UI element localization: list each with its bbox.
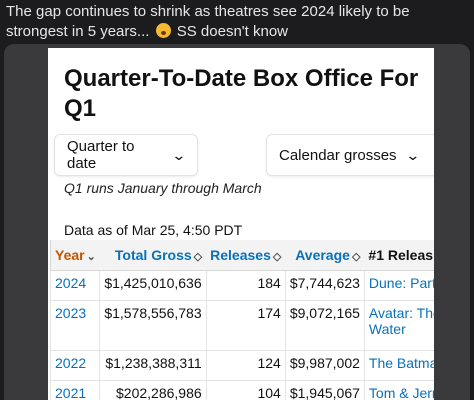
page-title: Quarter-To-Date Box Office For Q1: [64, 65, 419, 122]
average-gross: $9,072,165: [284, 300, 365, 351]
sort-icon: ◇: [272, 250, 282, 263]
top-release-link[interactable]: Tom & Jerr: [363, 380, 434, 400]
post-caption: The gap continues to shrink as theatres …: [6, 2, 468, 42]
year-link[interactable]: 2023: [49, 300, 100, 351]
table-row: 2021 $202,286,986 104 $1,945,067 Tom & J…: [49, 380, 434, 400]
sort-desc-icon: ⌄: [86, 250, 96, 263]
post-text-main: The gap continues to shrink as theatres …: [6, 3, 410, 40]
releases-count: 174: [205, 300, 286, 351]
shushing-face-icon: [155, 23, 171, 38]
total-gross: $1,578,556,783: [99, 300, 207, 351]
column-header-average[interactable]: Average ◇: [285, 240, 365, 271]
average-gross: $7,744,623: [284, 270, 365, 301]
post-text-tail: SS doesn't know: [176, 23, 289, 40]
box-office-page: Quarter-To-Date Box Office For Q1 Quarte…: [48, 48, 434, 400]
quarter-dropdown-label: Quarter to date: [67, 138, 135, 172]
total-gross: $1,425,010,636: [99, 270, 207, 301]
table-header-row: Year ⌄ Total Gross ◇ Releases ◇ Average ◇ #1…: [49, 240, 434, 271]
sort-icon: ◇: [351, 250, 361, 263]
top-release-link[interactable]: The Batma: [363, 350, 434, 381]
table-row: 2023 $1,578,556,783 174 $9,072,165 Avata…: [49, 300, 434, 351]
chevron-down-icon: ⌄: [404, 146, 421, 163]
column-header-year[interactable]: Year ⌄: [49, 240, 100, 271]
releases-count: 104: [205, 380, 286, 400]
year-link[interactable]: 2022: [49, 350, 100, 381]
data-timestamp: Data as of Mar 25, 4:50 PDT: [64, 222, 243, 238]
table-row: 2022 $1,238,388,311 124 $9,987,002 The B…: [49, 350, 434, 381]
total-gross: $202,286,986: [99, 380, 207, 400]
quarter-dropdown[interactable]: Quarter to date ⌄: [54, 134, 198, 176]
sort-icon: ◇: [193, 250, 203, 263]
year-link[interactable]: 2021: [49, 380, 100, 400]
releases-count: 124: [205, 350, 286, 381]
calendar-dropdown[interactable]: Calendar grosses ⌄: [266, 134, 434, 176]
chevron-down-icon: ⌄: [171, 146, 187, 163]
releases-count: 184: [205, 270, 286, 301]
year-link[interactable]: 2024: [49, 270, 100, 301]
total-gross: $1,238,388,311: [99, 350, 207, 381]
average-gross: $9,987,002: [284, 350, 365, 381]
average-gross: $1,945,067: [284, 380, 365, 400]
box-office-table: Year ⌄ Total Gross ◇ Releases ◇ Average ◇ #1…: [49, 240, 434, 400]
calendar-dropdown-label: Calendar grosses: [279, 146, 397, 164]
quarter-note: Q1 runs January through March: [64, 180, 262, 196]
column-header-releases[interactable]: Releases ◇: [206, 240, 286, 271]
table-row: 2024 $1,425,010,636 184 $7,744,623 Dune:…: [49, 270, 434, 301]
top-release-link[interactable]: Avatar: The Water: [363, 300, 434, 351]
column-header-top-release[interactable]: #1 Releas: [364, 240, 434, 271]
column-header-gross[interactable]: Total Gross ◇: [99, 240, 207, 271]
top-release-link[interactable]: Dune: Part: [363, 270, 434, 301]
